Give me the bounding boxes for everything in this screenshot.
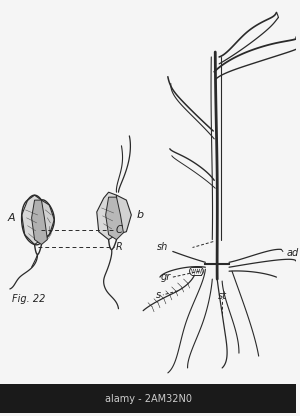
- Text: Fig. 22: Fig. 22: [12, 294, 45, 304]
- Text: gr: gr: [160, 272, 171, 282]
- Polygon shape: [116, 195, 131, 235]
- Text: s: s: [156, 290, 161, 300]
- Text: R: R: [116, 243, 122, 253]
- Bar: [0, 384, 296, 414]
- Polygon shape: [97, 192, 116, 240]
- Text: A: A: [8, 213, 16, 223]
- Text: C: C: [116, 225, 122, 235]
- Text: b: b: [136, 210, 143, 220]
- Text: st: st: [218, 291, 227, 301]
- Text: ad: ad: [286, 248, 298, 258]
- Polygon shape: [32, 200, 47, 245]
- Polygon shape: [22, 195, 41, 245]
- Polygon shape: [106, 197, 123, 240]
- Text: sh: sh: [157, 243, 168, 253]
- Text: alamy - 2AM32N0: alamy - 2AM32N0: [105, 394, 192, 404]
- Polygon shape: [41, 200, 54, 240]
